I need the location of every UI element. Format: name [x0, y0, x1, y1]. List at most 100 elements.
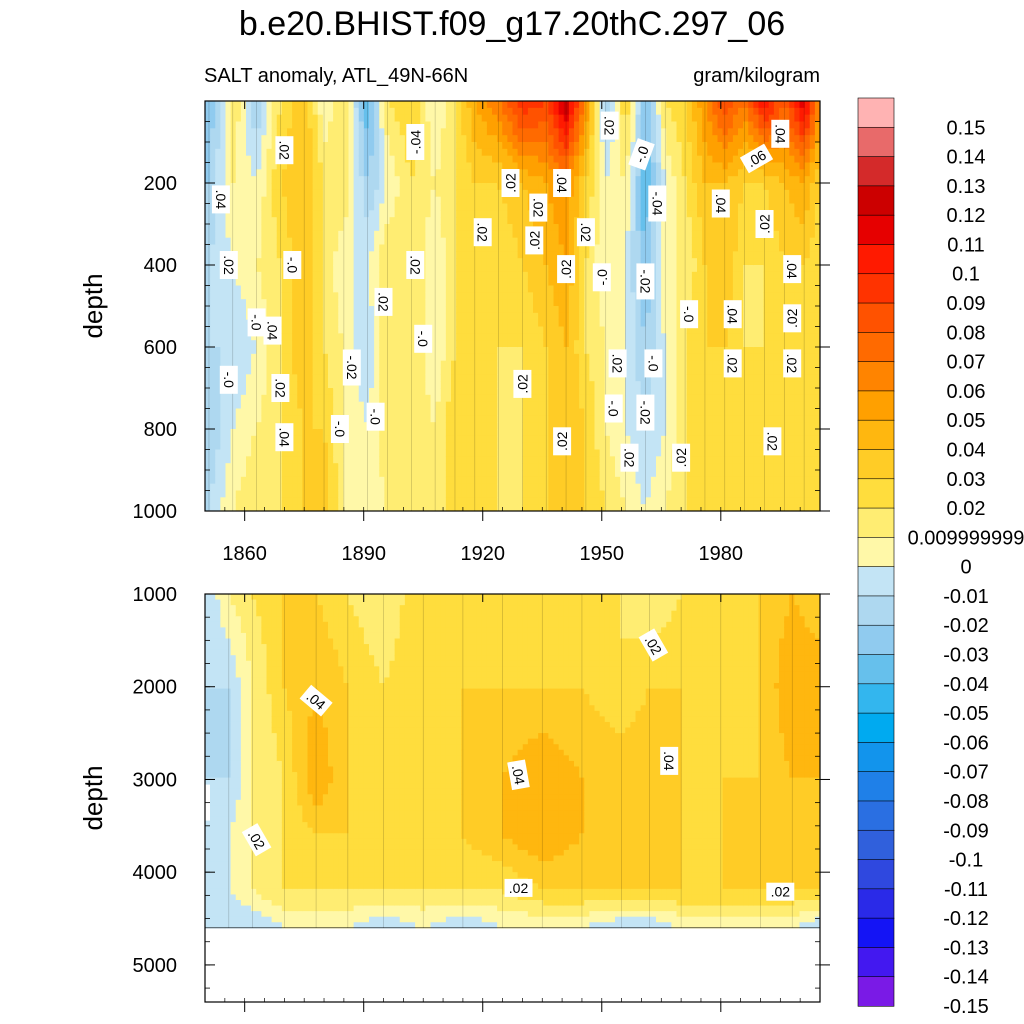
upper-cell	[625, 299, 631, 307]
upper-cell	[589, 189, 596, 198]
upper-cell	[235, 142, 242, 150]
upper-cell	[543, 394, 549, 403]
upper-cell	[317, 456, 324, 464]
upper-cell	[379, 388, 385, 396]
upper-cell	[507, 333, 514, 341]
upper-cell	[363, 251, 370, 259]
upper-cell	[481, 251, 488, 259]
upper-cell	[240, 265, 247, 273]
upper-cell	[476, 476, 483, 485]
upper-cell	[348, 394, 355, 403]
upper-cell	[404, 217, 411, 225]
upper-cell	[574, 483, 580, 492]
upper-cell	[276, 463, 283, 471]
upper-cell	[210, 244, 216, 252]
upper-cell	[215, 360, 221, 369]
upper-cell	[594, 176, 601, 184]
upper-cell	[584, 162, 590, 170]
upper-cell	[579, 353, 585, 362]
upper-cell	[527, 258, 534, 266]
upper-cell	[527, 408, 534, 416]
upper-cell	[384, 422, 391, 430]
upper-cell	[615, 497, 621, 505]
upper-cell	[568, 388, 575, 396]
upper-cell	[363, 388, 370, 396]
upper-cell	[548, 504, 555, 511]
upper-cell	[451, 121, 457, 129]
upper-cell	[379, 203, 385, 211]
upper-cell	[517, 155, 524, 164]
upper-cell	[486, 292, 493, 300]
upper-cell	[461, 347, 467, 355]
upper-cell	[312, 101, 319, 109]
upper-cell	[435, 278, 442, 287]
upper-cell	[466, 224, 473, 232]
upper-cell	[251, 470, 257, 478]
upper-cell	[374, 162, 380, 170]
upper-cell	[256, 230, 262, 239]
upper-cell	[271, 408, 278, 416]
upper-cell	[220, 278, 227, 287]
upper-cell	[384, 101, 391, 109]
upper-cell	[240, 271, 247, 280]
upper-cell	[307, 497, 314, 505]
upper-cell	[625, 360, 631, 369]
upper-cell	[404, 326, 411, 334]
upper-cell	[317, 442, 324, 451]
upper-cell	[235, 155, 242, 164]
upper-cell	[348, 107, 355, 116]
upper-cell	[548, 353, 555, 362]
upper-cell	[379, 224, 385, 232]
upper-cell	[261, 449, 268, 457]
upper-cell	[338, 463, 344, 471]
upper-cell	[430, 183, 437, 191]
upper-cell	[507, 292, 514, 300]
upper-cell	[394, 142, 401, 150]
upper-cell	[384, 148, 391, 157]
upper-cell	[353, 299, 360, 307]
upper-cell	[220, 176, 227, 184]
upper-cell	[548, 258, 555, 266]
upper-cell	[456, 148, 462, 157]
upper-cell	[435, 224, 442, 232]
upper-cell	[430, 388, 437, 396]
upper-cell	[338, 476, 344, 485]
upper-cell	[353, 504, 360, 511]
upper-cell	[609, 101, 616, 109]
upper-cell	[579, 271, 585, 280]
upper-cell	[517, 278, 524, 287]
upper-cell	[522, 394, 529, 403]
upper-cell	[533, 497, 539, 505]
upper-cell	[563, 196, 570, 205]
upper-cell	[328, 142, 334, 150]
upper-cell	[317, 135, 324, 143]
upper-cell	[225, 244, 232, 252]
upper-cell	[599, 230, 606, 239]
upper-cell	[568, 107, 575, 116]
upper-cell	[328, 278, 334, 287]
upper-cell	[235, 237, 242, 246]
upper-cell	[256, 148, 262, 157]
upper-cell	[276, 476, 283, 485]
upper-cell	[205, 142, 211, 150]
upper-cell	[384, 497, 391, 505]
upper-cell	[363, 463, 370, 471]
upper-cell	[543, 347, 549, 355]
upper-cell	[363, 326, 370, 334]
upper-cell	[389, 442, 396, 451]
upper-cell	[399, 285, 406, 293]
upper-cell	[533, 271, 539, 280]
upper-cell	[522, 333, 529, 341]
upper-cell	[471, 408, 478, 416]
upper-cell	[379, 251, 385, 259]
upper-cell	[399, 244, 406, 252]
upper-cell	[415, 292, 421, 300]
upper-cell	[353, 230, 360, 239]
upper-cell	[538, 265, 544, 273]
upper-cell	[302, 292, 309, 300]
upper-cell	[358, 251, 365, 259]
upper-cell	[594, 196, 601, 205]
upper-cell	[502, 381, 508, 389]
upper-cell	[251, 463, 257, 471]
upper-cell	[287, 367, 293, 375]
